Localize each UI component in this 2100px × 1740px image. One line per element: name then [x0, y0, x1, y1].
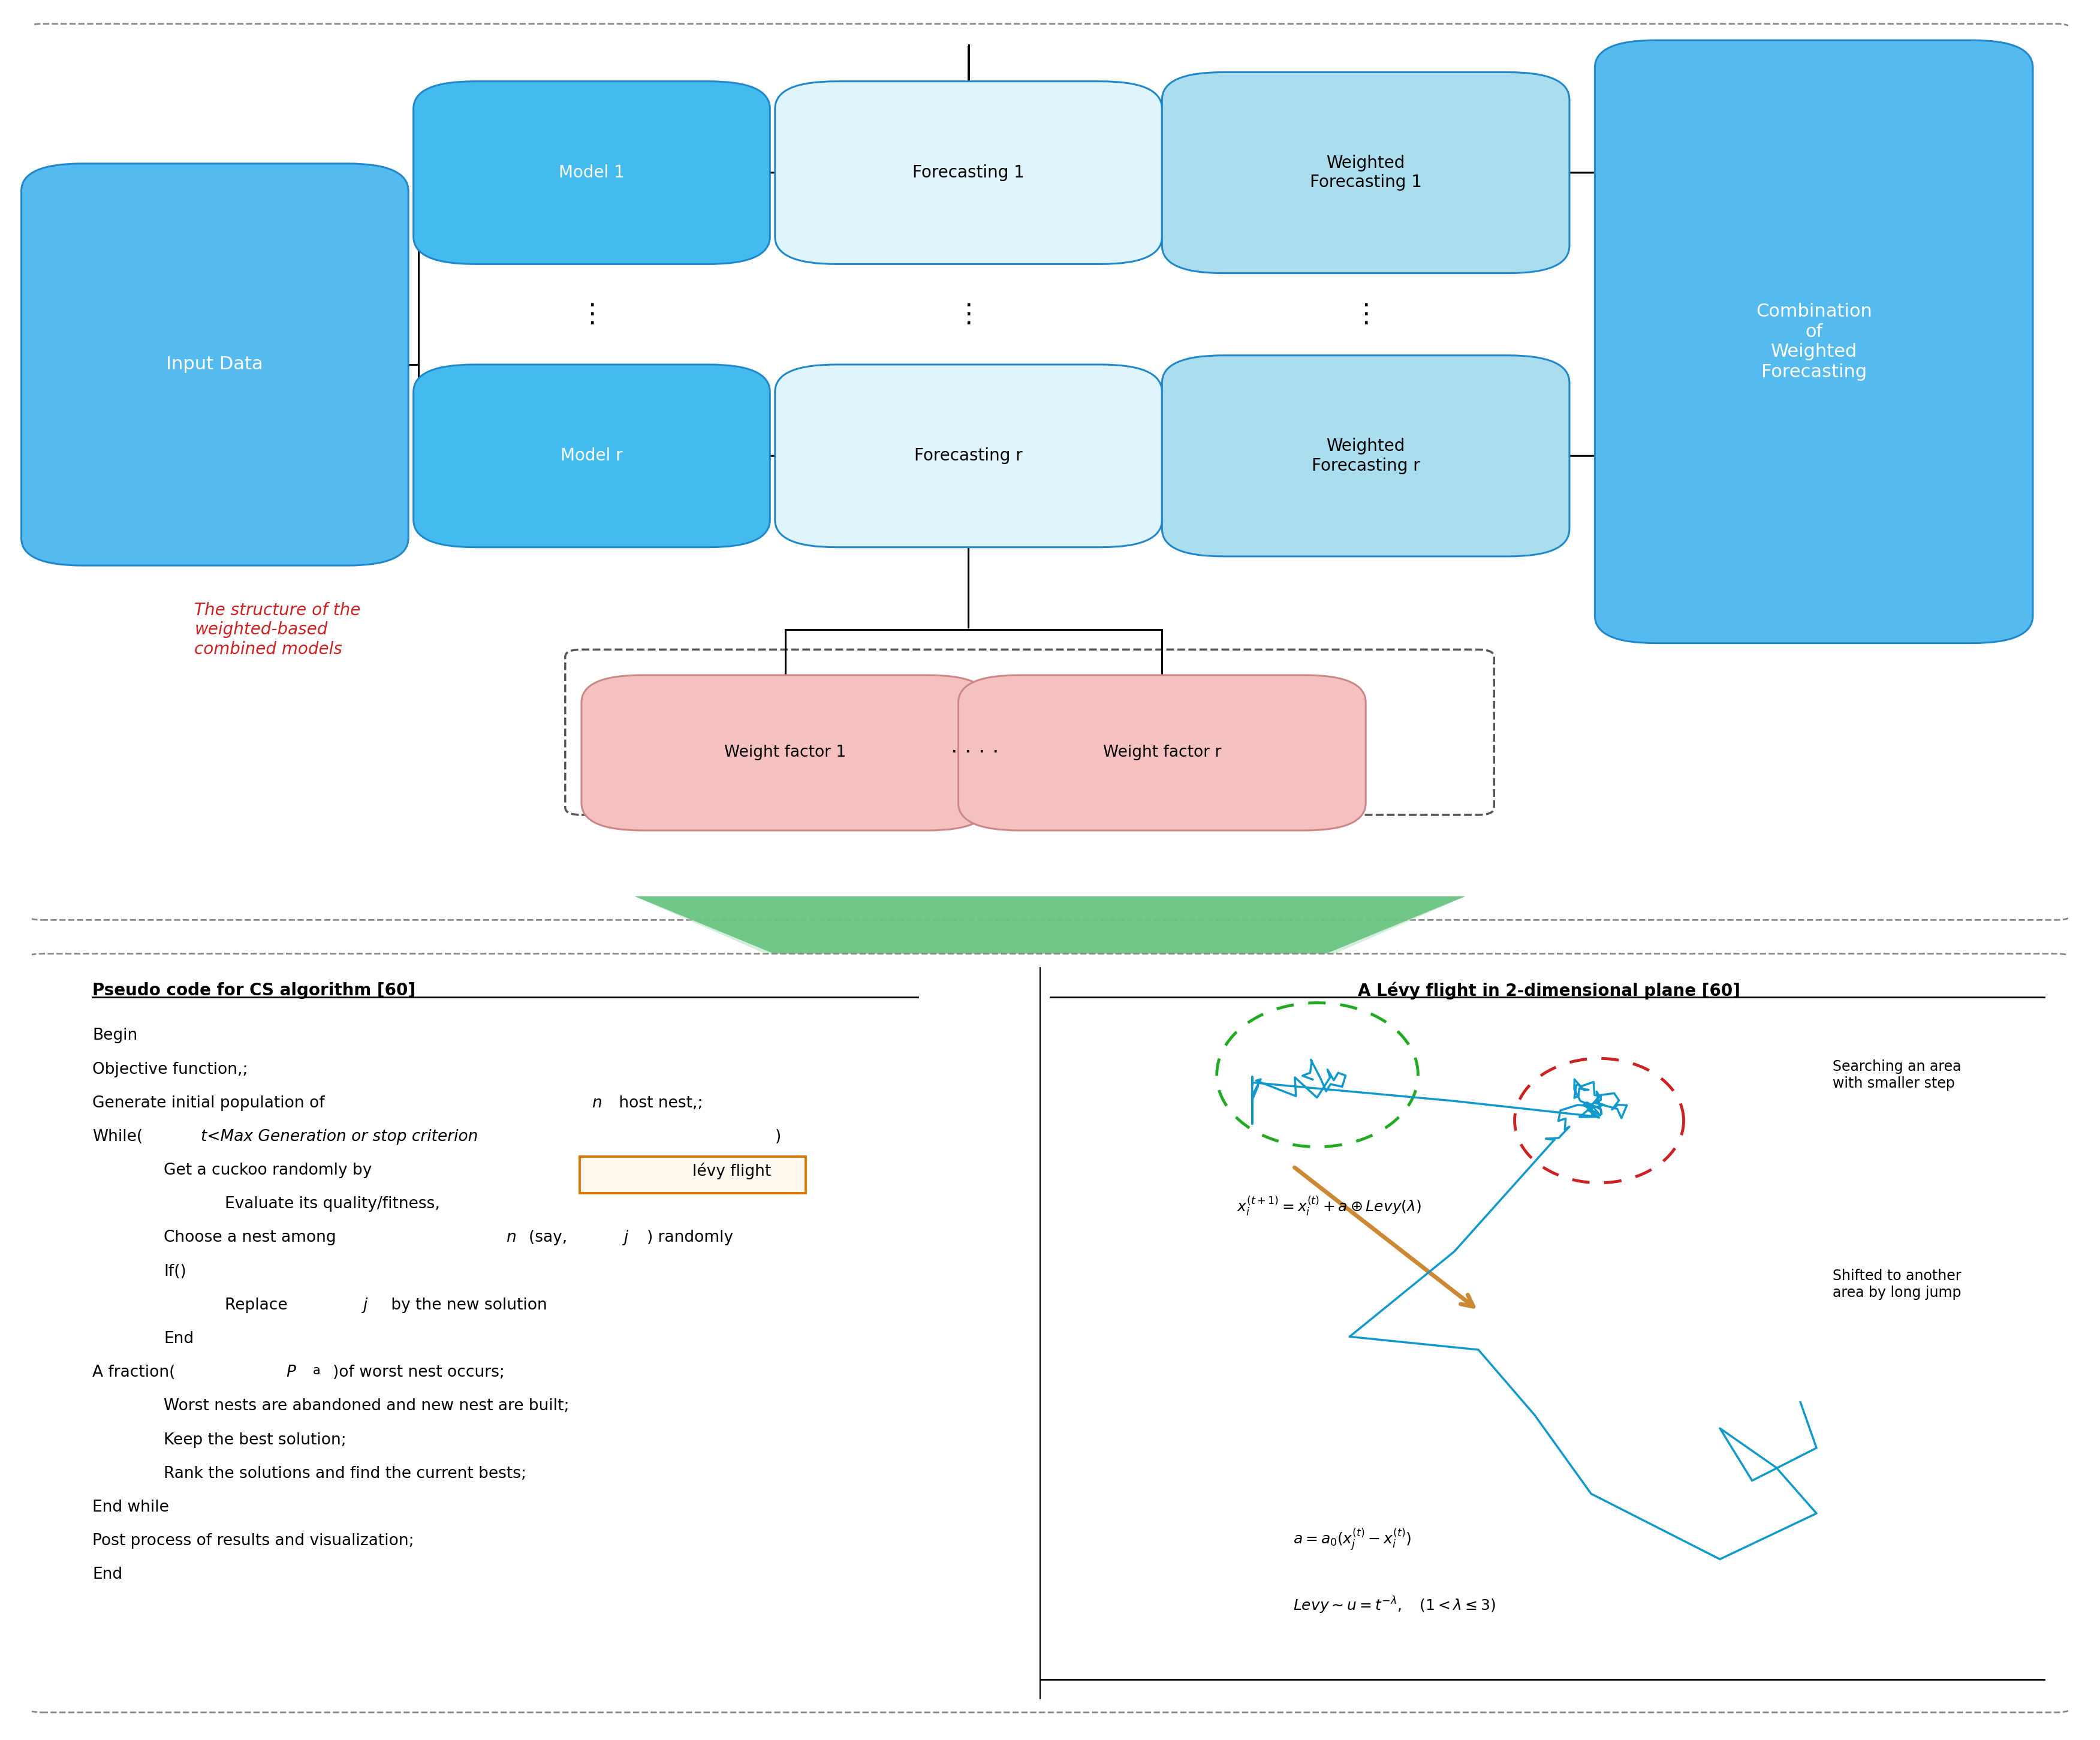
Polygon shape	[634, 896, 1466, 1044]
Text: by the new solution: by the new solution	[386, 1298, 546, 1314]
FancyBboxPatch shape	[25, 954, 2073, 1712]
Text: · · · ·: · · · ·	[951, 743, 1000, 762]
Text: Weighted
Forecasting 1: Weighted Forecasting 1	[1310, 155, 1422, 191]
Polygon shape	[634, 896, 1466, 1007]
Text: lévy flight: lévy flight	[693, 1162, 771, 1180]
Text: Shifted to another
area by long jump: Shifted to another area by long jump	[1833, 1268, 1961, 1300]
Text: j: j	[624, 1230, 628, 1246]
Text: ⋮: ⋮	[578, 301, 605, 327]
FancyBboxPatch shape	[414, 82, 771, 264]
Text: Worst nests are abandoned and new nest are built;: Worst nests are abandoned and new nest a…	[164, 1399, 569, 1415]
Text: Keep the best solution;: Keep the best solution;	[164, 1432, 346, 1448]
Text: Searching an area
with smaller step: Searching an area with smaller step	[1833, 1060, 1961, 1091]
Text: Input Data: Input Data	[166, 357, 262, 372]
Text: Weighted
Forecasting r: Weighted Forecasting r	[1312, 438, 1420, 473]
Text: ) randomly: ) randomly	[647, 1230, 733, 1246]
Text: A Lévy flight in 2-dimensional plane [60]: A Lévy flight in 2-dimensional plane [60…	[1359, 981, 1741, 1000]
Text: t<Max Generation or stop criterion: t<Max Generation or stop criterion	[202, 1129, 479, 1145]
Text: Evaluate its quality/fitness,: Evaluate its quality/fitness,	[225, 1197, 441, 1213]
Text: If(): If()	[164, 1263, 187, 1279]
Text: host nest,;: host nest,;	[613, 1094, 704, 1110]
Text: (say,: (say,	[529, 1230, 571, 1246]
Text: $Levy \sim u = t^{-\lambda},\quad (1 < \lambda \leq 3)$: $Levy \sim u = t^{-\lambda},\quad (1 < \…	[1294, 1596, 1495, 1615]
FancyBboxPatch shape	[1594, 40, 2033, 644]
FancyBboxPatch shape	[414, 365, 771, 546]
Text: $x_i^{(t+1)} = x_i^{(t)} + a \oplus Levy(\lambda)$: $x_i^{(t+1)} = x_i^{(t)} + a \oplus Levy…	[1237, 1194, 1422, 1216]
Text: End: End	[164, 1331, 193, 1347]
Text: End while: End while	[92, 1500, 170, 1516]
Text: End: End	[92, 1568, 122, 1582]
Text: Objective function,;: Objective function,;	[92, 1061, 248, 1077]
FancyBboxPatch shape	[580, 1157, 806, 1194]
Text: P: P	[286, 1364, 296, 1380]
FancyBboxPatch shape	[565, 649, 1493, 814]
Text: Weight factor r: Weight factor r	[1102, 745, 1222, 760]
Text: Rank the solutions and find the current bests;: Rank the solutions and find the current …	[164, 1465, 527, 1481]
Text: Post process of results and visualization;: Post process of results and visualizatio…	[92, 1533, 414, 1549]
Text: Weight factor 1: Weight factor 1	[724, 745, 846, 760]
Text: Model r: Model r	[561, 447, 624, 465]
Text: Get a cuckoo randomly by: Get a cuckoo randomly by	[164, 1162, 378, 1178]
Text: Choose a nest among: Choose a nest among	[164, 1230, 342, 1246]
Text: n: n	[506, 1230, 517, 1246]
Text: Forecasting 1: Forecasting 1	[914, 164, 1025, 181]
Text: $a = a_0(x_j^{(t)} - x_i^{(t)})$: $a = a_0(x_j^{(t)} - x_i^{(t)})$	[1294, 1526, 1411, 1552]
Text: ⋮: ⋮	[1352, 301, 1380, 327]
FancyBboxPatch shape	[1161, 71, 1569, 273]
Text: )of worst nest occurs;: )of worst nest occurs;	[334, 1364, 504, 1380]
Text: Generate initial population of: Generate initial population of	[92, 1094, 330, 1110]
Text: Forecasting r: Forecasting r	[914, 447, 1023, 465]
Text: While(: While(	[92, 1129, 143, 1145]
Text: Combination
of
Weighted
Forecasting: Combination of Weighted Forecasting	[1756, 303, 1871, 381]
FancyBboxPatch shape	[1161, 355, 1569, 557]
Text: Model 1: Model 1	[559, 164, 624, 181]
FancyBboxPatch shape	[958, 675, 1365, 830]
Text: n: n	[592, 1094, 603, 1110]
Text: The structure of the
weighted-based
combined models: The structure of the weighted-based comb…	[195, 602, 361, 658]
FancyBboxPatch shape	[775, 82, 1161, 264]
Text: Pseudo code for CS algorithm [60]: Pseudo code for CS algorithm [60]	[92, 981, 416, 999]
FancyBboxPatch shape	[21, 164, 407, 566]
Text: a: a	[313, 1364, 319, 1376]
Text: Begin: Begin	[92, 1028, 139, 1044]
FancyBboxPatch shape	[25, 24, 2073, 920]
Text: j: j	[363, 1298, 368, 1314]
Text: ): )	[775, 1129, 781, 1145]
Text: ⋮: ⋮	[956, 301, 983, 327]
FancyBboxPatch shape	[775, 365, 1161, 546]
FancyBboxPatch shape	[582, 675, 989, 830]
Text: A fraction(: A fraction(	[92, 1364, 176, 1380]
Text: Replace: Replace	[225, 1298, 292, 1314]
